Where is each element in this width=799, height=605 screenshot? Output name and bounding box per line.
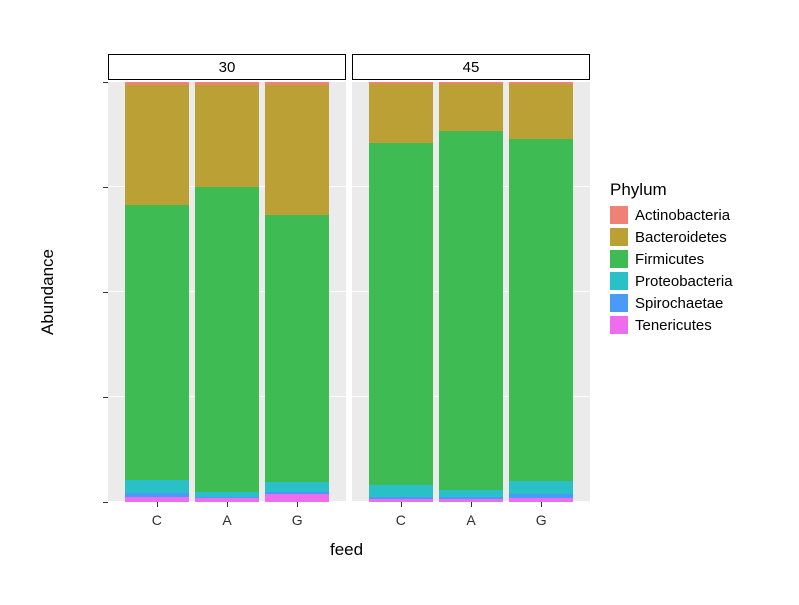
legend-label: Actinobacteria [635, 207, 730, 224]
legend-item-bacteroidetes: Bacteroidetes [610, 228, 733, 246]
legend-swatch [610, 228, 628, 246]
legend-item-actinobacteria: Actinobacteria [610, 206, 733, 224]
legend-key [610, 228, 628, 246]
legend-swatch [610, 294, 628, 312]
legend-title: Phylum [610, 180, 733, 200]
x-tick-mark [297, 502, 298, 507]
x-tick-label: C [396, 512, 406, 528]
legend-item-spirochaetae: Spirochaetae [610, 294, 733, 312]
legend-key [610, 250, 628, 268]
x-tick-label: G [292, 512, 303, 528]
legend-key [610, 316, 628, 334]
x-tick-mark [227, 502, 228, 507]
legend-swatch [610, 250, 628, 268]
legend-label: Firmicutes [635, 251, 704, 268]
legend-label: Bacteroidetes [635, 229, 727, 246]
legend-item-tenericutes: Tenericutes [610, 316, 733, 334]
legend-swatch [610, 316, 628, 334]
x-axis-title: feed [330, 540, 363, 560]
legend-label: Spirochaetae [635, 295, 723, 312]
legend-swatch [610, 272, 628, 290]
x-tick-mark [157, 502, 158, 507]
x-tick-mark [471, 502, 472, 507]
x-tick-label: C [152, 512, 162, 528]
abundance-chart: Abundance 0.000.250.500.751.00 30 45 CAG… [0, 0, 799, 605]
legend-label: Proteobacteria [635, 273, 733, 290]
legend-key [610, 272, 628, 290]
x-tick-mark [541, 502, 542, 507]
x-tick-mark [401, 502, 402, 507]
legend-item-firmicutes: Firmicutes [610, 250, 733, 268]
x-tick-label: A [466, 512, 475, 528]
x-tick-label: A [222, 512, 231, 528]
legend: Phylum Actinobacteria Bacteroidetes Firmic… [610, 180, 733, 338]
legend-key [610, 294, 628, 312]
legend-item-proteobacteria: Proteobacteria [610, 272, 733, 290]
legend-swatch [610, 206, 628, 224]
legend-label: Tenericutes [635, 317, 712, 334]
x-tick-label: G [536, 512, 547, 528]
legend-key [610, 206, 628, 224]
